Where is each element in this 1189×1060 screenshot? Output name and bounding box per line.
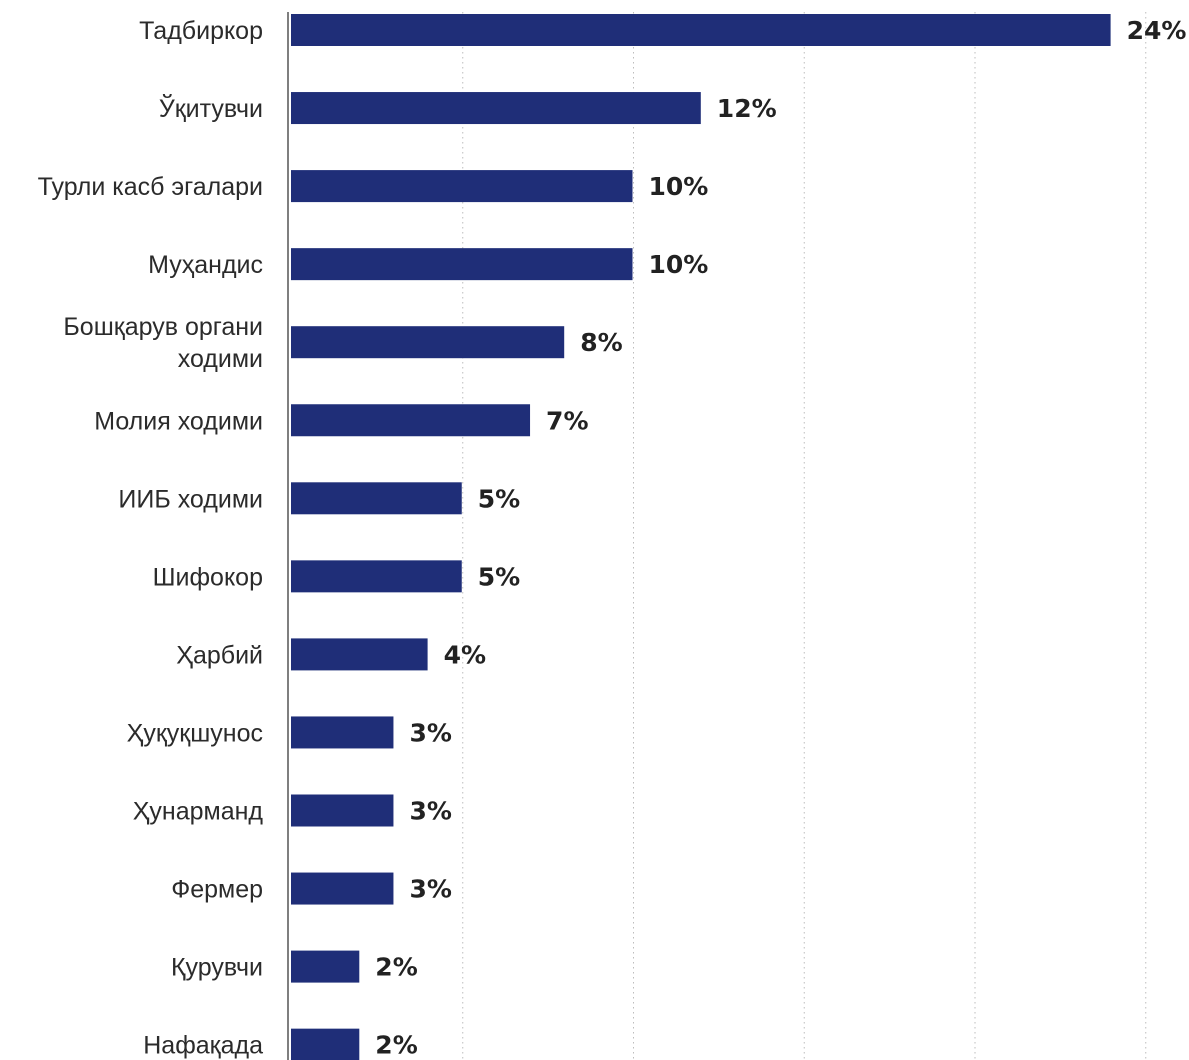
value-label: 12% — [717, 94, 777, 123]
bars — [291, 14, 1111, 1060]
value-label: 3% — [409, 875, 451, 904]
value-label: 10% — [649, 172, 709, 201]
category-label: Ҳунарманд — [133, 798, 264, 826]
category-label: Турли касб эгалари — [38, 173, 263, 201]
bar — [291, 560, 462, 593]
bar — [291, 326, 565, 359]
bar — [291, 638, 428, 671]
category-label: Муҳандис — [148, 251, 263, 279]
category-label: Шифокор — [153, 563, 263, 591]
value-label: 8% — [580, 328, 622, 357]
value-label: 3% — [409, 797, 451, 826]
value-label: 2% — [375, 1031, 417, 1060]
category-label: Тадбиркор — [139, 17, 263, 45]
category-label: Қурувчи — [171, 954, 263, 982]
value-label: 5% — [478, 562, 520, 591]
value-label: 7% — [546, 406, 588, 435]
bar — [291, 872, 394, 905]
bar — [291, 716, 394, 749]
bar — [291, 92, 701, 125]
category-labels: Тадбиркор Ўқитувчи Турли касб эгалари Муҳан… — [38, 17, 264, 1060]
value-labels: 24% 12% 10% 10% 8% 7% 5% 5% 4% 3% 3% 3% 2% 2% — [375, 16, 1186, 1060]
category-label: Молия ходими — [94, 407, 263, 435]
category-label: Нафақада — [143, 1032, 263, 1060]
bar — [291, 170, 633, 203]
value-label: 10% — [649, 250, 709, 279]
category-label: Ўқитувчи — [159, 93, 263, 123]
bar — [291, 794, 394, 827]
value-label: 3% — [409, 718, 451, 747]
value-label: 4% — [444, 640, 486, 669]
bar — [291, 482, 462, 515]
bar — [291, 1028, 360, 1060]
bar — [291, 248, 633, 281]
bar — [291, 14, 1111, 46]
category-label: Фермер — [171, 876, 263, 904]
value-label: 24% — [1127, 16, 1187, 45]
grid-lines — [462, 12, 1147, 1060]
category-label: Ҳарбий — [176, 641, 263, 669]
category-label: ИИБ ходими — [118, 485, 263, 513]
category-label: Бошқарув органи — [63, 313, 263, 341]
category-label: ходими — [178, 345, 263, 373]
bar — [291, 404, 531, 437]
bar — [291, 950, 360, 983]
value-label: 5% — [478, 484, 520, 513]
category-label: Ҳуқуқшунос — [127, 719, 263, 747]
value-label: 2% — [375, 953, 417, 982]
